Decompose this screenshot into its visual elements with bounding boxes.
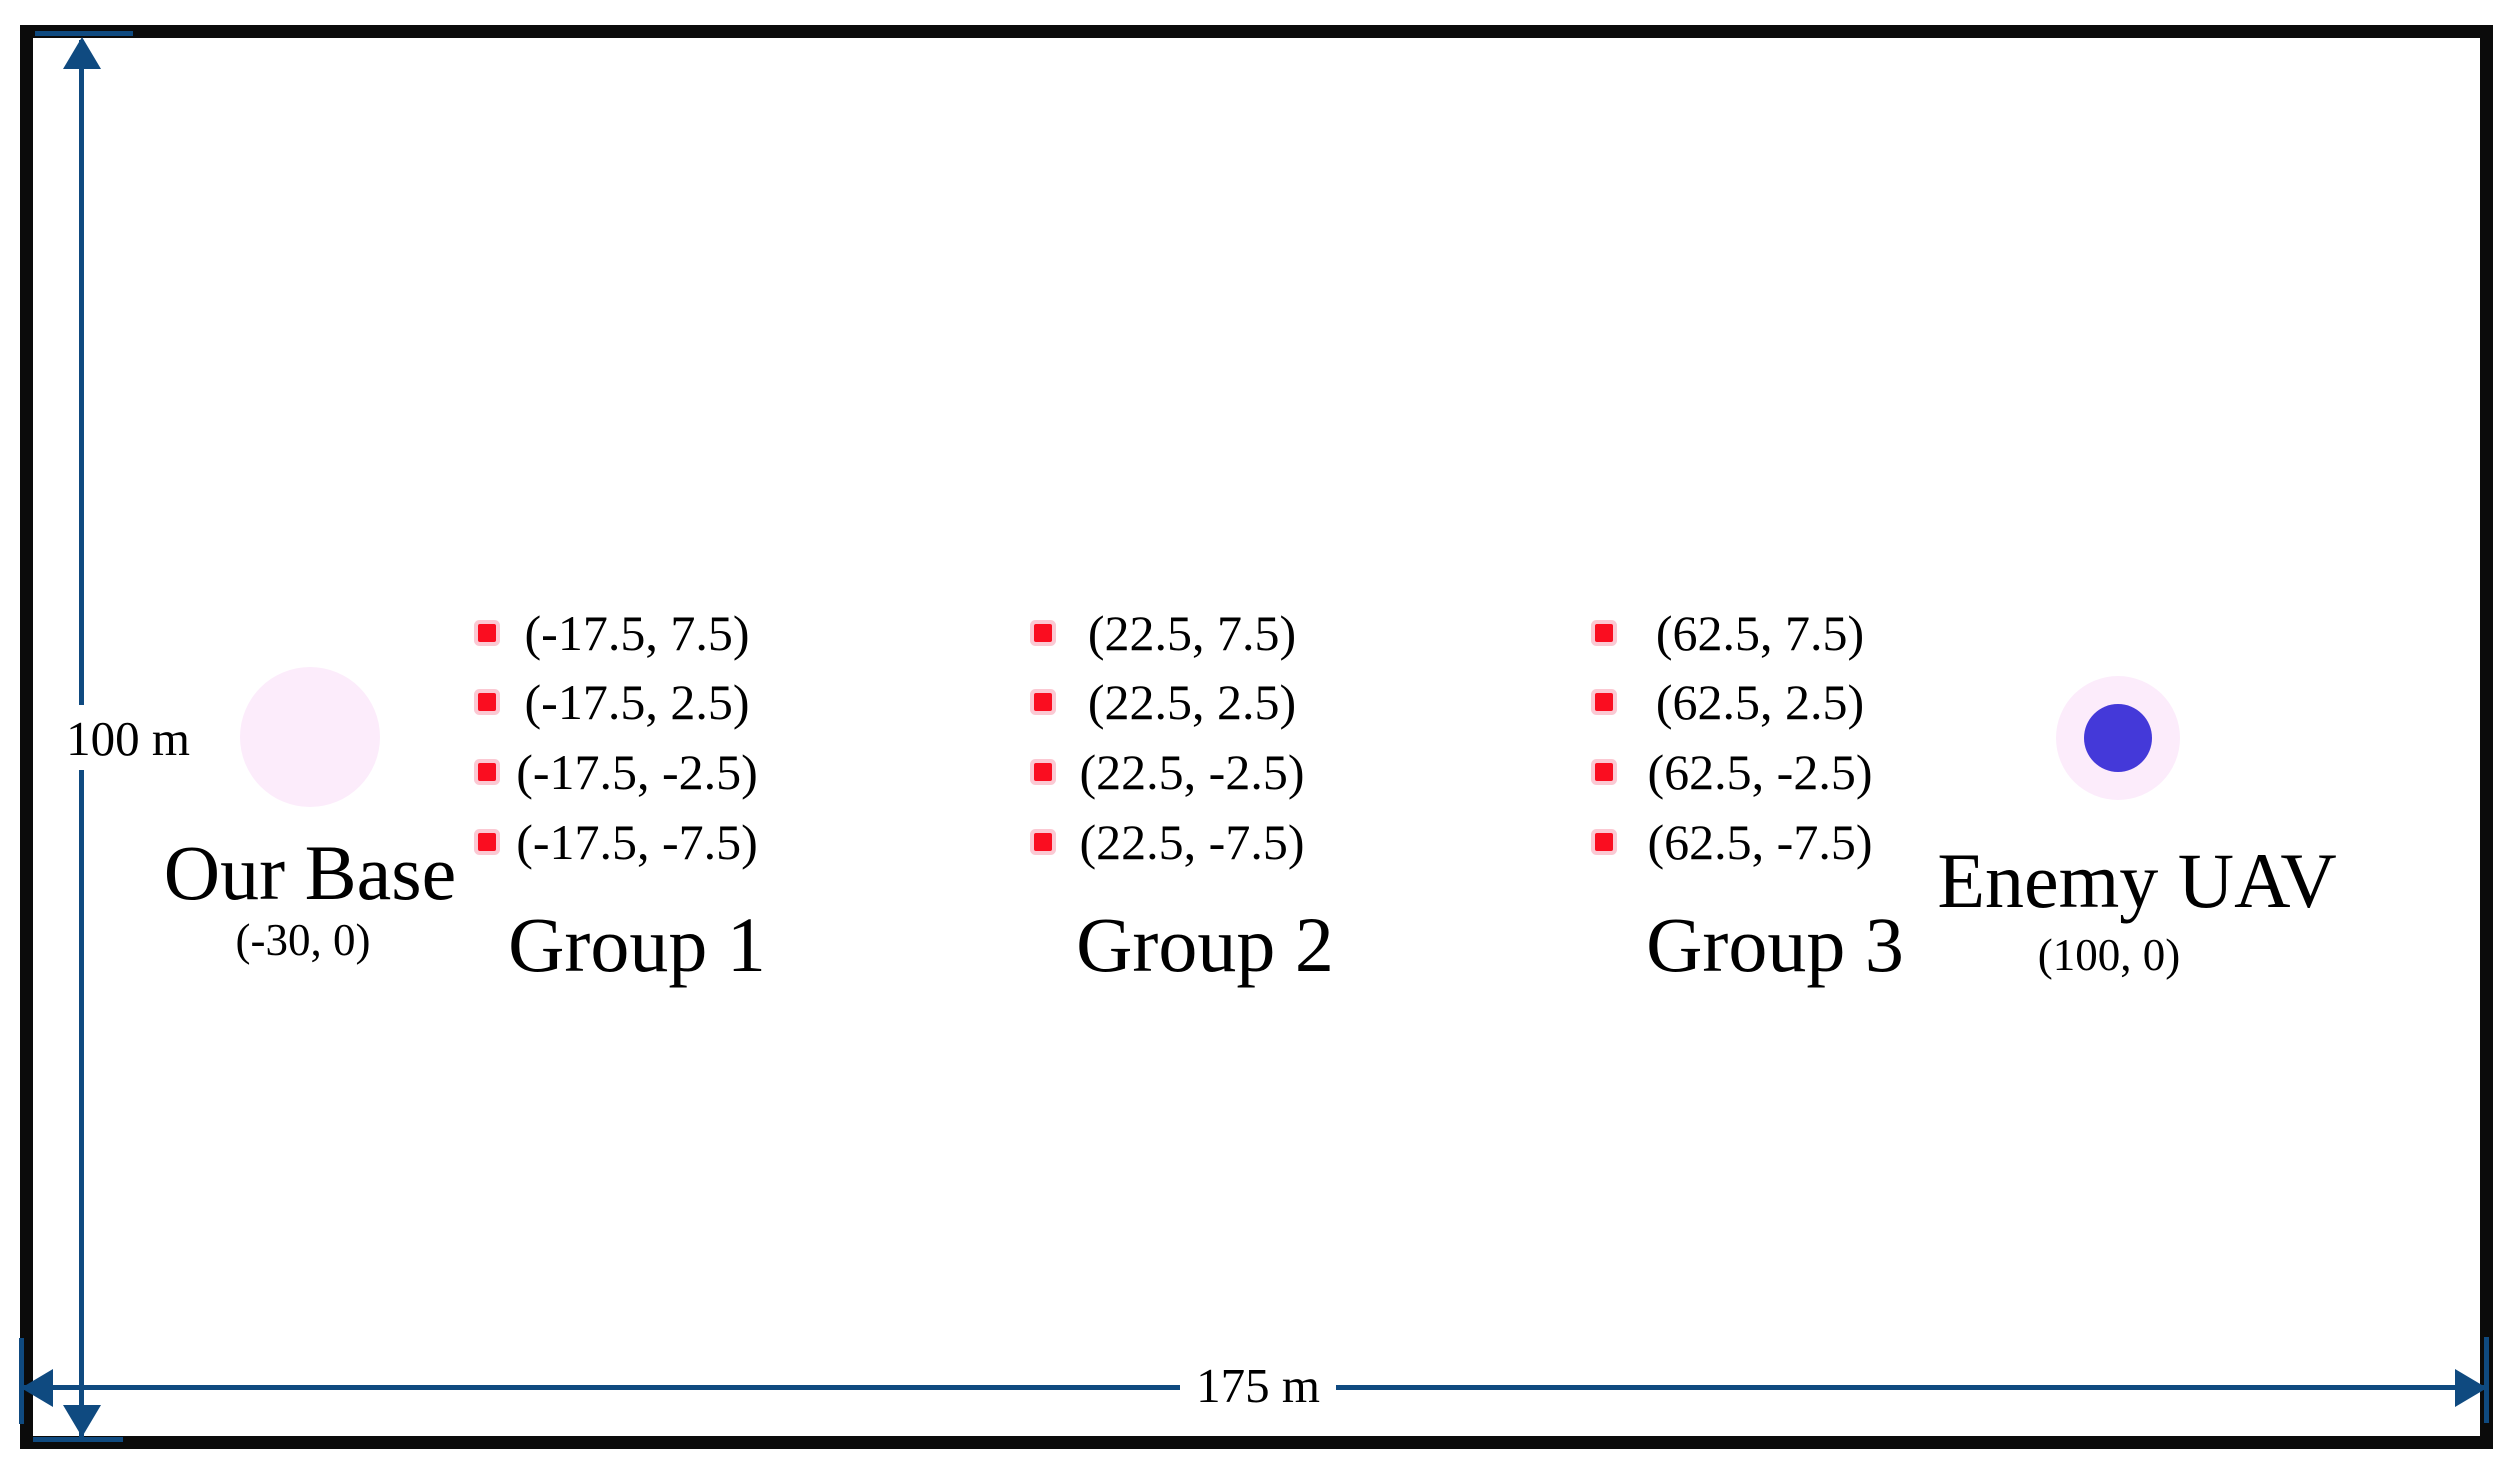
uav-position-label: (22.5, -7.5)	[1079, 814, 1305, 870]
uav-position-label: (-17.5, 7.5)	[524, 605, 750, 661]
uav-marker-icon	[1595, 624, 1613, 642]
uav-marker-icon	[1595, 833, 1613, 851]
uav-marker-icon	[478, 693, 496, 711]
uav-position-label: (-17.5, -7.5)	[516, 814, 758, 870]
uav-marker-icon	[1034, 833, 1052, 851]
uav-position-label: (62.5, 2.5)	[1655, 674, 1865, 730]
height-dimension-bottom-cap	[33, 1437, 123, 1442]
group-2-title: Group 2	[1076, 901, 1334, 988]
uav-position-label: (62.5, -7.5)	[1647, 814, 1873, 870]
arrow-up-icon	[63, 37, 101, 69]
our-base-zone-circle	[240, 667, 380, 807]
arrow-left-icon	[21, 1369, 53, 1407]
uav-marker-icon	[478, 833, 496, 851]
height-dimension-label: 100 m	[53, 710, 203, 768]
uav-marker-icon	[478, 624, 496, 642]
width-dimension-label: 175 m	[1180, 1357, 1336, 1415]
uav-marker-icon	[1034, 624, 1052, 642]
enemy-uav-coordinates: (100, 0)	[2037, 930, 2181, 980]
our-base-label: Our Base	[163, 829, 457, 916]
height-dimension-line-upper	[79, 40, 84, 705]
width-dimension-line-right	[1336, 1385, 2486, 1390]
uav-position-label: (62.5, -2.5)	[1647, 744, 1873, 800]
arrow-right-icon	[2455, 1369, 2487, 1407]
group-3-title: Group 3	[1646, 901, 1904, 988]
uav-position-label: (22.5, 7.5)	[1087, 605, 1297, 661]
enemy-uav-dot	[2084, 704, 2152, 772]
uav-position-label: (-17.5, 2.5)	[524, 674, 750, 730]
uav-marker-icon	[1034, 693, 1052, 711]
enemy-uav-label: Enemy UAV	[1937, 837, 2337, 924]
arrow-down-icon	[63, 1405, 101, 1437]
our-base-coordinates: (-30, 0)	[235, 915, 371, 965]
uav-marker-icon	[1034, 763, 1052, 781]
uav-position-label: (22.5, 2.5)	[1087, 674, 1297, 730]
uav-marker-icon	[1595, 693, 1613, 711]
group-1-title: Group 1	[508, 901, 766, 988]
uav-position-label: (-17.5, -2.5)	[516, 744, 758, 800]
width-dimension-line-left	[24, 1385, 1180, 1390]
uav-marker-icon	[478, 763, 496, 781]
boundary-frame	[20, 25, 2493, 1449]
uav-position-label: (22.5, -2.5)	[1079, 744, 1305, 800]
height-dimension-line-lower	[79, 770, 84, 1437]
uav-marker-icon	[1595, 763, 1613, 781]
height-dimension-top-cap	[35, 31, 133, 36]
uav-position-label: (62.5, 7.5)	[1655, 605, 1865, 661]
